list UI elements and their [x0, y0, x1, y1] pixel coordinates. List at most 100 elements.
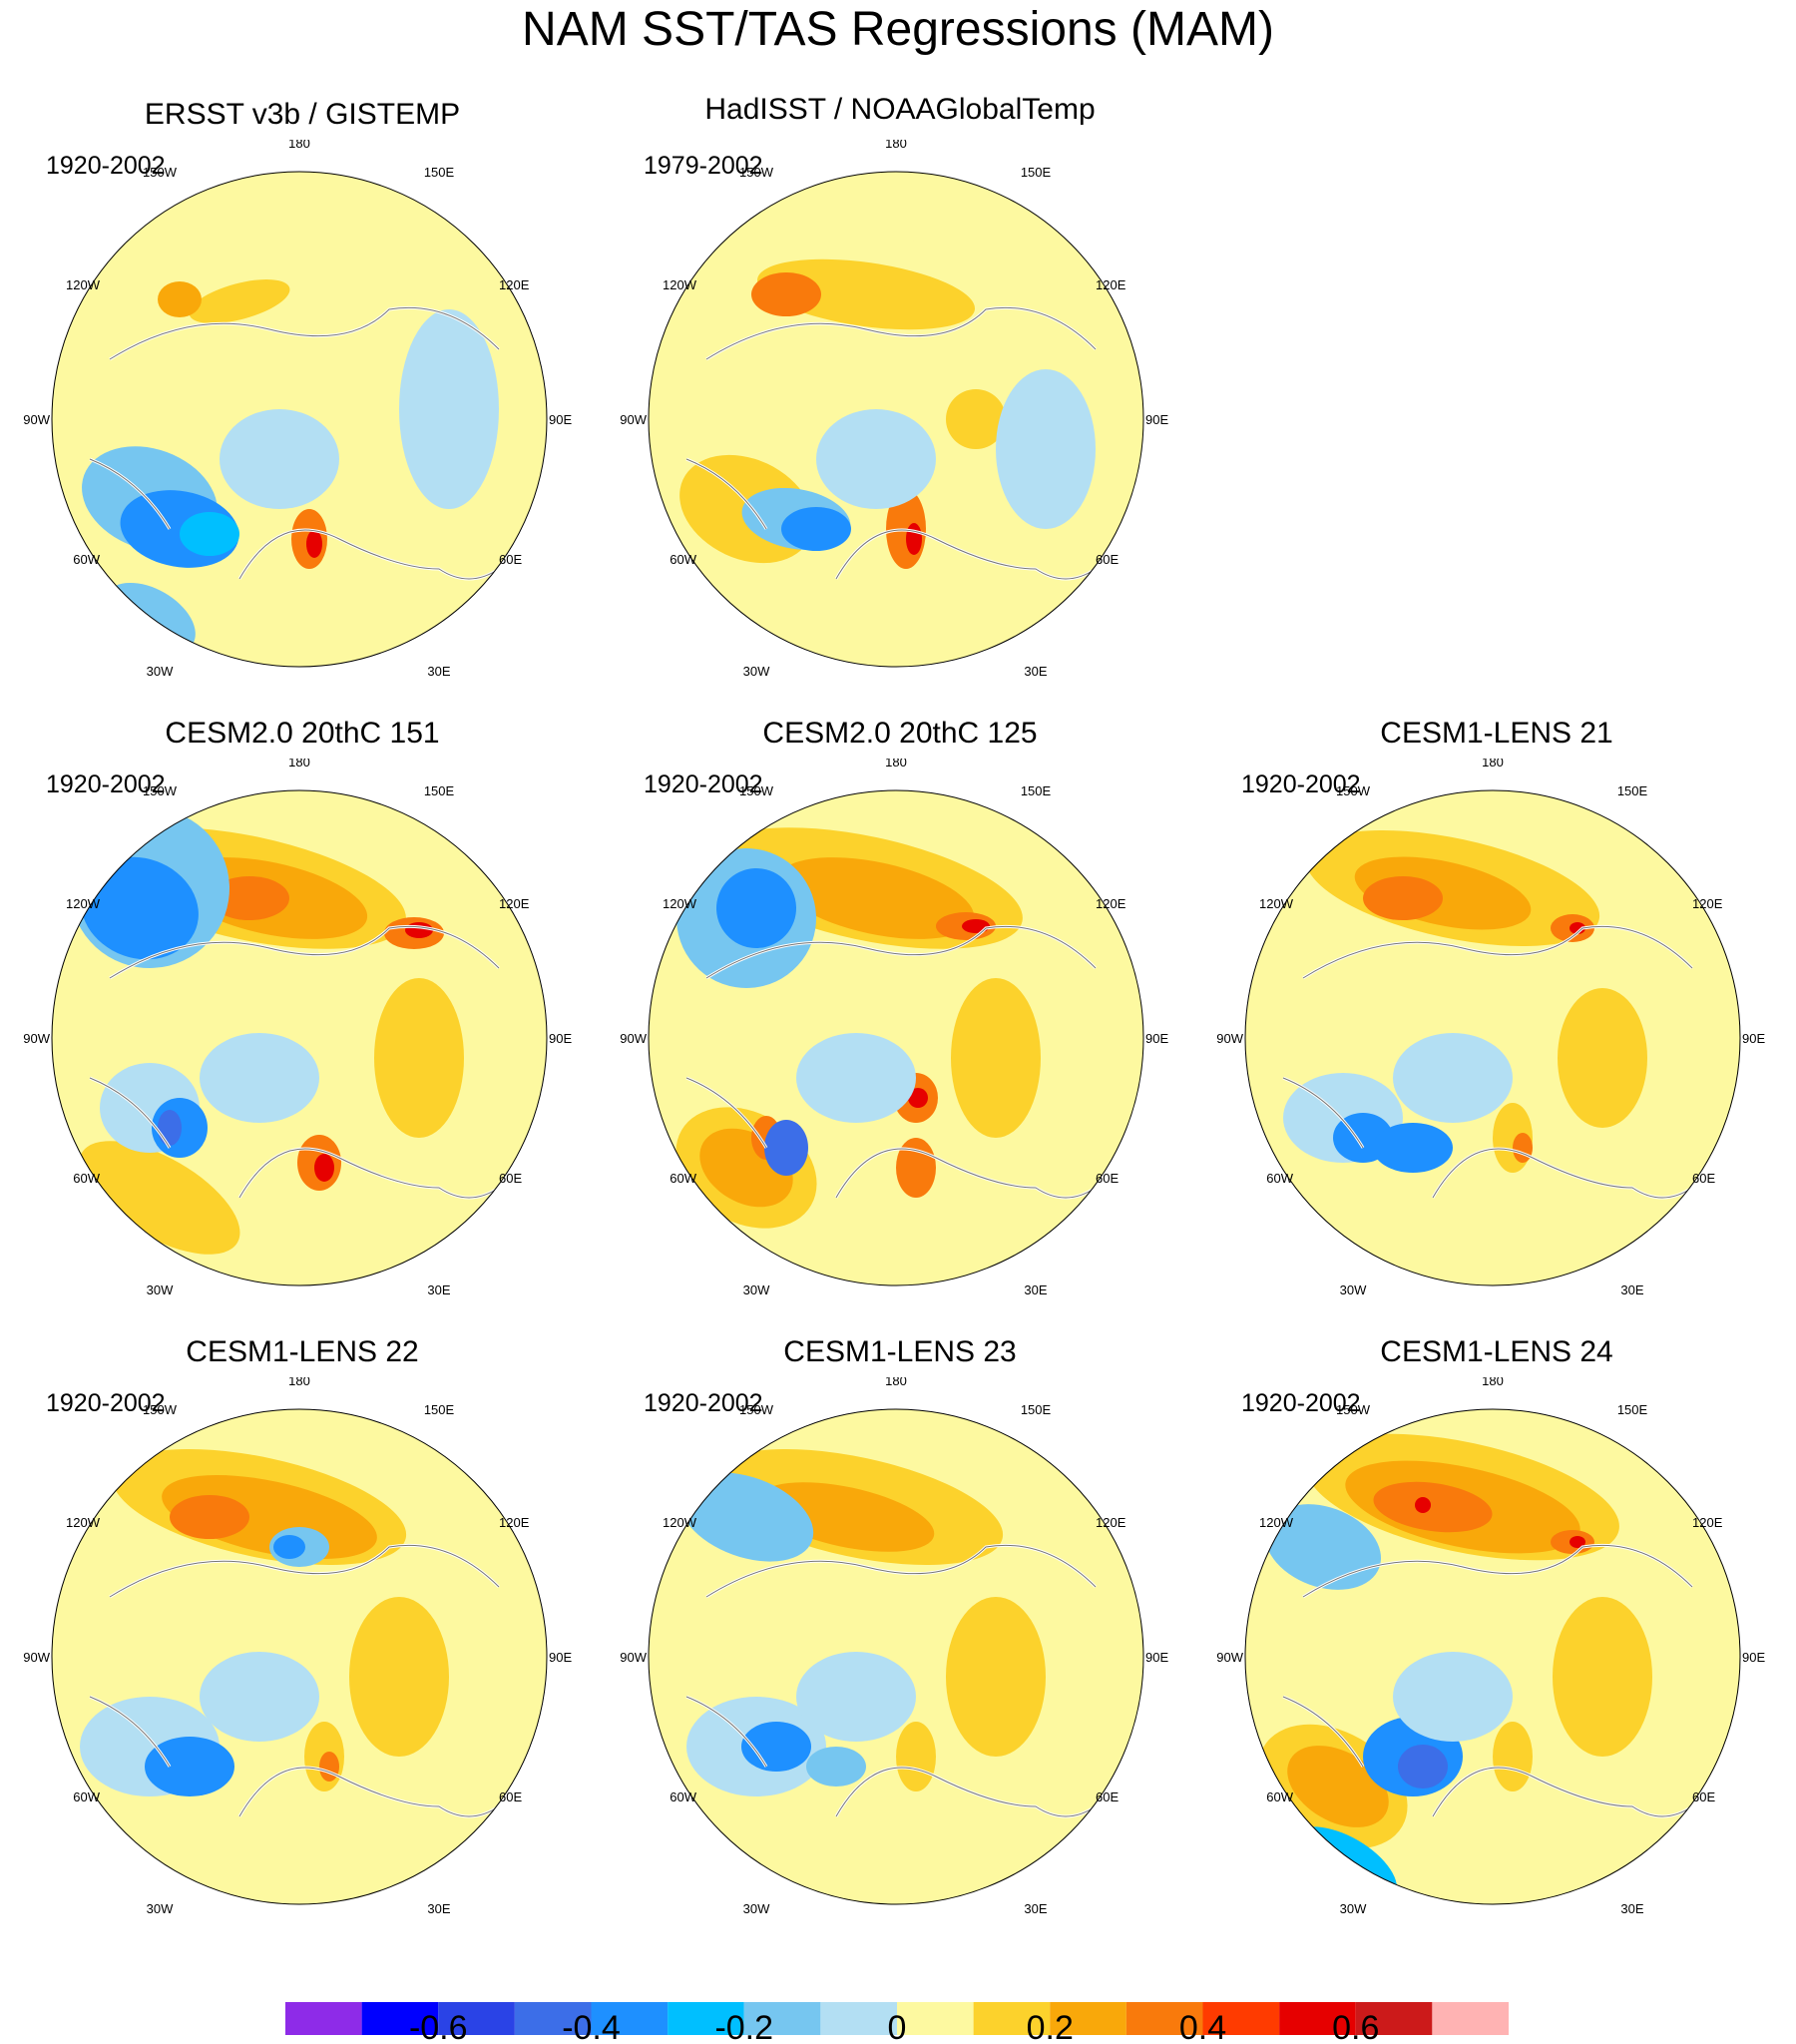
lon-label-180: 180 [885, 140, 907, 151]
lon-label-120w: 120W [1259, 1515, 1294, 1530]
polar-map-5: 180 150E 120E 90E 60E 30E 0 30W 60W 90W 120W 150W [1216, 759, 1765, 1317]
lon-label-30e: 30E [1024, 1282, 1047, 1297]
panel-title-3: CESM2.0 20thC 151 [165, 717, 440, 750]
lon-label-60e: 60E [1096, 1789, 1119, 1804]
lon-label-150w: 150W [739, 1402, 774, 1417]
lon-label-60w: 60W [73, 1789, 100, 1804]
colorbar-box [897, 2002, 974, 2035]
period-label-4: 1920-2002 [644, 770, 763, 798]
panel-title-1: ERSST v3b / GISTEMP [144, 98, 461, 131]
lon-label-60e: 60E [1096, 1171, 1119, 1186]
lon-label-180: 180 [288, 1377, 310, 1388]
lon-label-90w: 90W [1216, 1031, 1243, 1046]
lon-label-150w: 150W [1336, 783, 1371, 798]
lon-label-90e: 90E [549, 1650, 572, 1665]
lon-label-90e: 90E [1145, 1650, 1168, 1665]
lon-label-120e: 120E [1096, 1515, 1126, 1530]
polar-map-8: 180 150E 120E 90E 60E 30E 0 30W 60W 90W 120W 150W [1216, 1377, 1765, 1936]
panel-title-2: HadISST / NOAAGlobalTemp [704, 93, 1096, 126]
colorbar-box [514, 2002, 592, 2035]
lon-label-180: 180 [288, 140, 310, 151]
polar-map-1: 180 150E 120E 90E 60E 30E 0 30W 60W 90W 120W 150W [23, 140, 572, 699]
lon-label-90w: 90W [23, 1031, 50, 1046]
lon-label-150w: 150W [143, 783, 178, 798]
colorbar-box [1279, 2002, 1356, 2035]
lon-label-30w: 30W [1340, 1901, 1367, 1916]
lon-label-60e: 60E [1096, 552, 1119, 567]
lon-label-30e: 30E [1024, 1901, 1047, 1916]
lon-label-30w: 30W [147, 1901, 174, 1916]
panel-title-7: CESM1-LENS 23 [783, 1335, 1017, 1368]
period-label-7: 1920-2002 [644, 1389, 763, 1417]
colorbar-tick-label: 0.6 [1332, 2009, 1379, 2044]
lon-label-90w: 90W [620, 1031, 647, 1046]
lon-label-120w: 120W [1259, 896, 1294, 911]
lon-label-60w: 60W [1266, 1789, 1293, 1804]
lon-label-150w: 150W [143, 165, 178, 180]
lon-label-0: 0 [892, 1315, 899, 1317]
lon-label-30w: 30W [1340, 1282, 1367, 1297]
lon-label-30e: 30E [427, 664, 450, 679]
lon-label-150w: 150W [143, 1402, 178, 1417]
colorbar-box [668, 2002, 744, 2035]
panel-title-6: CESM1-LENS 22 [186, 1335, 419, 1368]
colorbar-box [361, 2002, 439, 2035]
lon-label-150w: 150W [1336, 1402, 1371, 1417]
polar-map-6: 180 150E 120E 90E 60E 30E 0 30W 60W 90W 120W 150W [23, 1377, 572, 1936]
lon-label-120e: 120E [1096, 896, 1126, 911]
lon-label-0: 0 [1489, 1315, 1496, 1317]
lon-label-0: 0 [1489, 1934, 1496, 1936]
lon-label-150e: 150E [1617, 783, 1648, 798]
lon-label-150e: 150E [424, 165, 455, 180]
lon-label-90e: 90E [1742, 1031, 1765, 1046]
lon-label-180: 180 [885, 759, 907, 769]
lon-label-0: 0 [295, 697, 302, 699]
lon-label-90e: 90E [549, 412, 572, 427]
lon-label-30w: 30W [147, 664, 174, 679]
lon-label-150e: 150E [1021, 1402, 1052, 1417]
lon-label-150e: 150E [1021, 783, 1052, 798]
lon-label-60e: 60E [499, 552, 522, 567]
colorbar-tick-label: -0.6 [409, 2009, 468, 2044]
colorbar-box [285, 2002, 362, 2035]
lon-label-120e: 120E [1096, 277, 1126, 292]
colorbar-box [1050, 2002, 1126, 2035]
lon-label-120e: 120E [499, 1515, 530, 1530]
lon-label-180: 180 [288, 759, 310, 769]
period-label-2: 1979-2002 [644, 152, 763, 180]
lon-label-150e: 150E [1617, 1402, 1648, 1417]
lon-label-90w: 90W [620, 412, 647, 427]
lon-label-120w: 120W [663, 277, 697, 292]
lon-label-150e: 150E [1021, 165, 1052, 180]
colorbar-box [1355, 2002, 1433, 2035]
lon-label-60w: 60W [73, 552, 100, 567]
lon-label-120w: 120W [66, 1515, 101, 1530]
lon-label-120w: 120W [663, 1515, 697, 1530]
lon-label-120e: 120E [1692, 1515, 1723, 1530]
lon-label-120w: 120W [66, 896, 101, 911]
panel-title-8: CESM1-LENS 24 [1380, 1335, 1613, 1368]
lon-label-30e: 30E [1620, 1901, 1643, 1916]
lon-label-120e: 120E [499, 896, 530, 911]
lon-label-60w: 60W [670, 1171, 696, 1186]
period-label-6: 1920-2002 [46, 1389, 166, 1417]
lon-label-30e: 30E [427, 1282, 450, 1297]
panel-title-4: CESM2.0 20thC 125 [762, 717, 1038, 750]
lon-label-150w: 150W [739, 165, 774, 180]
colorbar-box [743, 2002, 821, 2035]
lon-label-30e: 30E [427, 1901, 450, 1916]
lon-label-0: 0 [892, 1934, 899, 1936]
lon-label-90w: 90W [620, 1650, 647, 1665]
lon-label-30w: 30W [147, 1282, 174, 1297]
colorbar-box [973, 2002, 1051, 2035]
colorbar-box [438, 2002, 515, 2035]
colorbar-box [1202, 2002, 1280, 2035]
lon-label-0: 0 [295, 1934, 302, 1936]
period-label-3: 1920-2002 [46, 770, 166, 798]
lon-label-90e: 90E [1145, 412, 1168, 427]
lon-label-90w: 90W [23, 412, 50, 427]
lon-label-60e: 60E [1692, 1789, 1715, 1804]
colorbar-tick-label: 0.4 [1179, 2009, 1226, 2044]
polar-map-2: 180 150E 120E 90E 60E 30E 0 30W 60W 90W 120W 150W [620, 140, 1168, 699]
figure-title: NAM SST/TAS Regressions (MAM) [522, 3, 1274, 56]
